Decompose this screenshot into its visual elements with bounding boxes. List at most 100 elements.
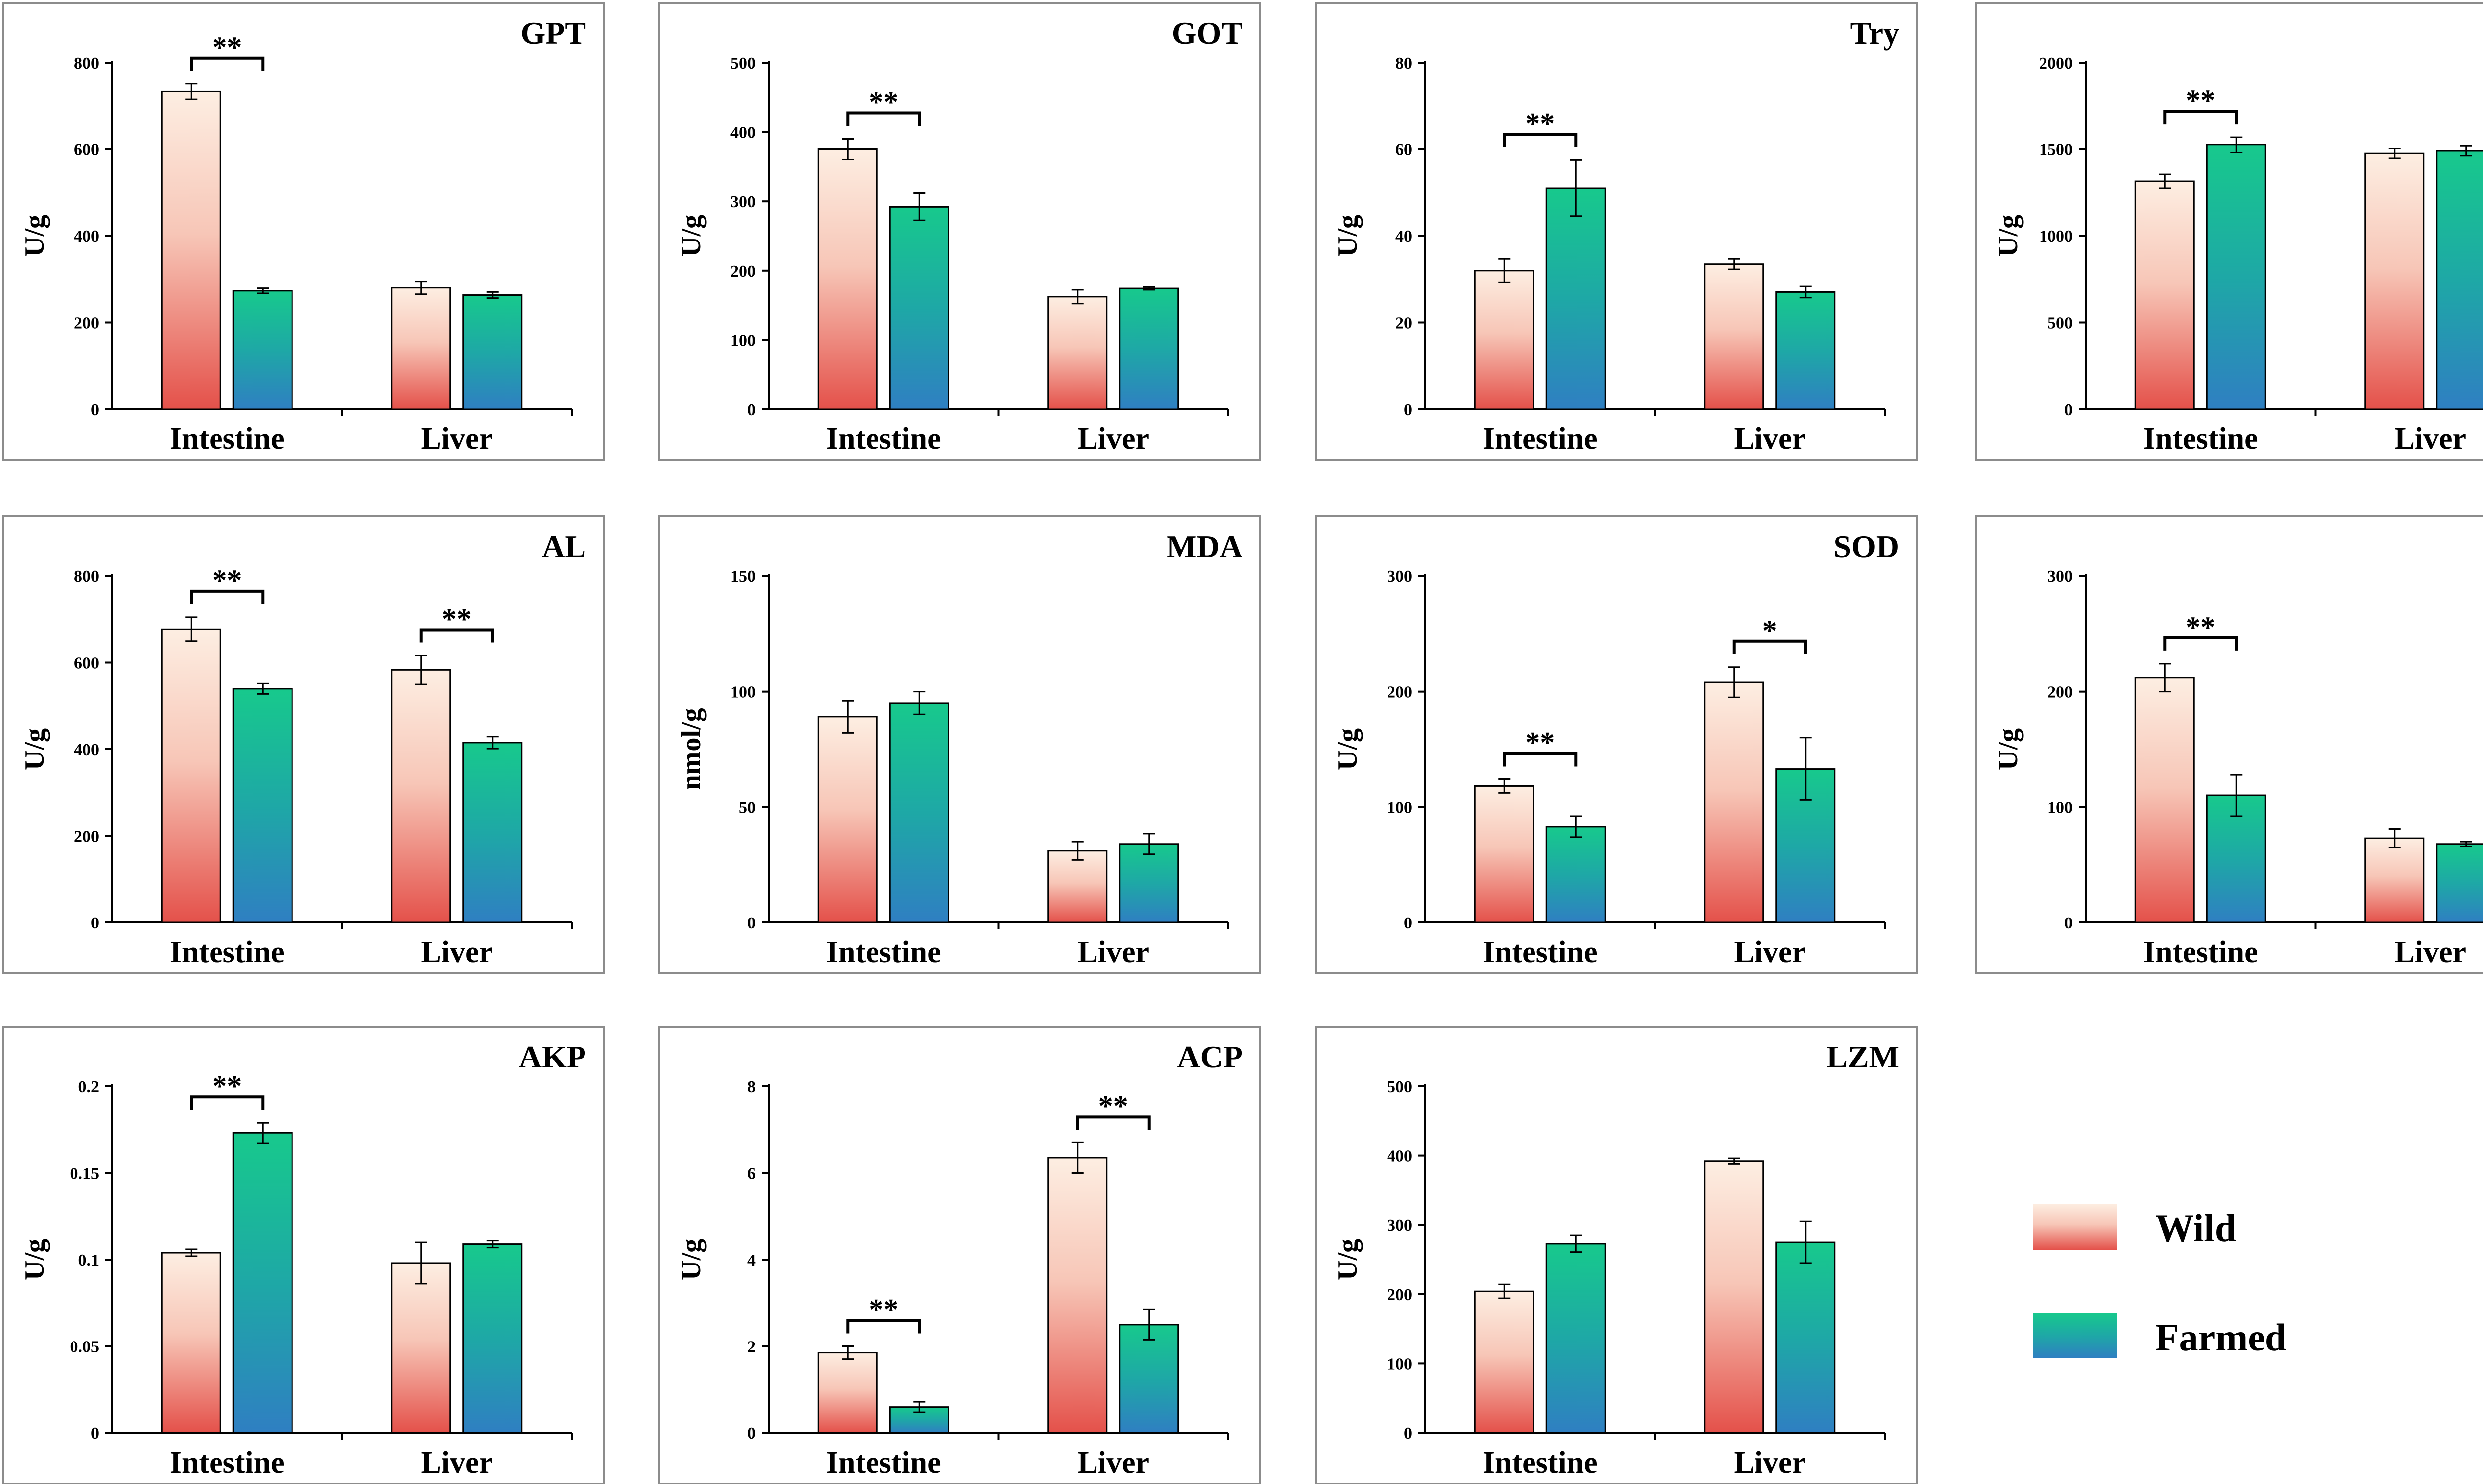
y-tick-label: 40	[1395, 227, 1412, 246]
y-axis-label: U/g	[1993, 728, 2024, 770]
x-tick-label: Intestine	[1483, 422, 1598, 456]
y-axis-label: U/g	[19, 1239, 50, 1280]
panel-al: 0 200 400 600 800 AL U/g Intestine Liver ** **	[2, 515, 605, 974]
error-bar	[2388, 828, 2401, 848]
significance-label: **	[212, 564, 242, 597]
y-tick-label: 100	[730, 331, 756, 350]
bar-farmed-intestine	[889, 702, 949, 923]
y-tick-label: 400	[1387, 1147, 1412, 1166]
y-axis-label: U/g	[19, 215, 50, 257]
chart-title: Try	[1850, 15, 1899, 51]
significance-line	[419, 628, 494, 643]
error-bar	[1799, 737, 1812, 801]
significance-label: **	[1098, 1089, 1128, 1122]
error-bar	[1498, 778, 1511, 794]
significance-line	[190, 589, 265, 604]
significance-bracket: **	[2163, 611, 2238, 651]
bar-farmed-intestine	[1545, 1243, 1606, 1434]
bar-farmed-liver	[2436, 150, 2483, 410]
error-bar	[842, 700, 854, 734]
y-tick-label: 100	[2047, 798, 2073, 817]
x-tick-label: Intestine	[826, 422, 941, 456]
x-tick-label: Liver	[1077, 1446, 1149, 1480]
significance-bracket: **	[846, 86, 921, 126]
bar-farmed-intestine	[232, 688, 293, 923]
x-tick-label: Intestine	[170, 935, 285, 969]
chart-title: GOT	[1172, 15, 1242, 51]
bar-wild-liver	[1704, 1160, 1764, 1434]
bar-farmed-intestine	[2206, 144, 2266, 410]
error-bar	[842, 138, 854, 160]
y-tick-label: 20	[1395, 314, 1412, 333]
significance-bracket: **	[190, 31, 265, 71]
y-tick-label: 100	[1387, 1355, 1412, 1373]
y-tick-label: 0	[2064, 914, 2073, 932]
y-tick-label: 50	[739, 798, 756, 817]
error-bar	[486, 736, 499, 750]
y-tick-label: 80	[1395, 54, 1412, 72]
bar-farmed-intestine	[232, 1132, 293, 1434]
x-tick-label: Liver	[1734, 935, 1806, 969]
x-tick-label: Intestine	[826, 1446, 941, 1480]
error-bar	[257, 1122, 269, 1144]
bar-wild-liver	[391, 1262, 451, 1434]
y-axis-label: U/g	[1332, 1239, 1363, 1280]
error-bar	[2388, 147, 2401, 159]
panel-gpt: 0 200 400 600 800 GPT U/g Intestine Liver **	[2, 2, 605, 461]
bar-farmed-liver	[1119, 287, 1179, 410]
x-tick-label: Intestine	[170, 422, 285, 456]
y-tick-label: 400	[74, 227, 99, 246]
error-bar	[2460, 841, 2472, 847]
error-bar	[2230, 136, 2243, 153]
bar-farmed-liver	[462, 294, 523, 410]
bar-wild-intestine	[2134, 180, 2195, 410]
legend-label-wild: Wild	[2155, 1206, 2236, 1250]
error-bar	[842, 1345, 854, 1360]
error-bar	[185, 616, 198, 642]
y-tick-label: 0	[91, 914, 99, 932]
significance-bracket: **	[2163, 84, 2238, 125]
y-tick-label: 200	[74, 828, 99, 846]
error-bar	[486, 1240, 499, 1249]
panel-mda: 0 50 100 150 MDA nmol/g Intestine Liver	[658, 515, 1261, 974]
significance-bracket: **	[419, 603, 494, 643]
significance-label: **	[869, 86, 898, 119]
legend-swatch-farmed	[2033, 1313, 2117, 1358]
y-tick-label: 200	[2047, 683, 2073, 702]
significance-line	[1503, 133, 1578, 147]
error-bar	[257, 287, 269, 294]
bar-wild-intestine	[817, 148, 878, 410]
x-tick-label: Liver	[1734, 422, 1806, 456]
significance-line	[846, 1319, 921, 1334]
error-bar	[1498, 1283, 1511, 1299]
error-bar	[2460, 145, 2472, 157]
significance-bracket: *	[1732, 614, 1807, 654]
error-bar	[1071, 841, 1084, 861]
y-axis-label: U/g	[676, 1239, 707, 1280]
error-bar	[1799, 285, 1812, 299]
x-tick-label: Liver	[1077, 935, 1149, 969]
chart-title: LZM	[1826, 1039, 1899, 1074]
bar-farmed-intestine	[232, 290, 293, 410]
chart-title: AKP	[519, 1039, 586, 1074]
y-tick-label: 400	[730, 124, 756, 142]
significance-bracket: **	[1503, 726, 1578, 767]
bar-farmed-liver	[462, 742, 523, 923]
bar-wild-intestine	[161, 628, 221, 923]
y-tick-label: 300	[1387, 1216, 1412, 1235]
bar-wild-liver	[2364, 152, 2425, 410]
y-tick-label: 0	[1404, 401, 1412, 419]
y-tick-label: 100	[1387, 798, 1412, 817]
y-tick-label: 0	[747, 1424, 756, 1443]
bar-wild-intestine	[1474, 270, 1534, 410]
y-tick-label: 600	[74, 141, 99, 159]
y-axis-label: U/g	[1332, 728, 1363, 770]
bar-wild-intestine	[2134, 677, 2195, 923]
bar-wild-intestine	[161, 1252, 221, 1434]
error-bar	[1143, 1308, 1155, 1341]
legend-swatch-wild	[2033, 1204, 2117, 1250]
y-tick-label: 2000	[2039, 54, 2073, 72]
